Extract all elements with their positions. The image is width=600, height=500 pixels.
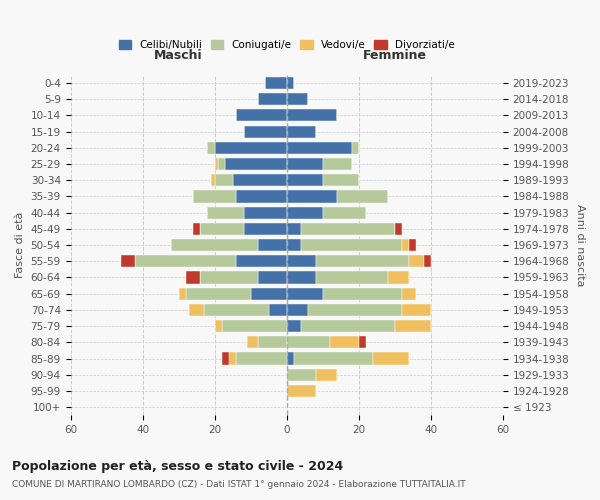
Bar xyxy=(190,304,204,316)
Bar xyxy=(211,174,215,186)
Bar xyxy=(244,206,287,218)
Bar xyxy=(287,174,323,186)
Bar xyxy=(287,368,316,381)
Bar xyxy=(186,272,200,283)
Bar xyxy=(352,142,359,154)
Bar xyxy=(121,255,136,268)
Bar xyxy=(244,126,287,138)
Bar xyxy=(287,93,308,105)
Bar xyxy=(301,239,402,251)
Bar xyxy=(258,239,287,251)
Bar xyxy=(136,255,236,268)
Bar xyxy=(287,336,330,348)
Bar xyxy=(287,288,323,300)
Bar xyxy=(337,190,388,202)
Bar xyxy=(247,336,258,348)
Bar xyxy=(208,206,244,218)
Bar xyxy=(409,255,424,268)
Bar xyxy=(287,272,316,283)
Bar xyxy=(402,304,431,316)
Bar xyxy=(193,223,200,235)
Bar xyxy=(215,320,222,332)
Bar xyxy=(179,288,186,300)
Bar xyxy=(330,336,359,348)
Bar xyxy=(323,206,366,218)
Text: Femmine: Femmine xyxy=(363,49,427,62)
Bar xyxy=(287,142,352,154)
Bar xyxy=(323,158,352,170)
Y-axis label: Anni di nascita: Anni di nascita xyxy=(575,204,585,286)
Bar xyxy=(229,352,236,364)
Bar xyxy=(287,158,323,170)
Bar xyxy=(233,174,287,186)
Bar xyxy=(287,77,294,89)
Bar xyxy=(316,272,388,283)
Bar xyxy=(287,110,337,122)
Bar xyxy=(388,272,409,283)
Bar xyxy=(395,223,402,235)
Bar xyxy=(236,190,287,202)
Bar xyxy=(222,320,287,332)
Bar xyxy=(294,352,373,364)
Bar xyxy=(424,255,431,268)
Bar xyxy=(301,223,395,235)
Bar xyxy=(244,223,287,235)
Bar xyxy=(287,385,316,397)
Y-axis label: Fasce di età: Fasce di età xyxy=(15,212,25,278)
Bar xyxy=(323,288,402,300)
Bar xyxy=(208,142,215,154)
Bar xyxy=(218,158,226,170)
Bar xyxy=(301,320,395,332)
Bar xyxy=(308,304,402,316)
Bar xyxy=(373,352,409,364)
Bar xyxy=(200,272,258,283)
Bar xyxy=(287,352,294,364)
Bar xyxy=(287,126,316,138)
Bar xyxy=(258,336,287,348)
Bar xyxy=(200,223,244,235)
Bar xyxy=(265,77,287,89)
Bar xyxy=(226,158,287,170)
Bar xyxy=(236,255,287,268)
Bar xyxy=(409,239,416,251)
Bar xyxy=(323,174,359,186)
Bar xyxy=(269,304,287,316)
Text: COMUNE DI MARTIRANO LOMBARDO (CZ) - Dati ISTAT 1° gennaio 2024 - Elaborazione TU: COMUNE DI MARTIRANO LOMBARDO (CZ) - Dati… xyxy=(12,480,466,489)
Bar xyxy=(287,223,301,235)
Bar xyxy=(316,368,337,381)
Bar xyxy=(186,288,251,300)
Bar xyxy=(215,174,233,186)
Bar xyxy=(258,272,287,283)
Text: Popolazione per età, sesso e stato civile - 2024: Popolazione per età, sesso e stato civil… xyxy=(12,460,343,473)
Bar xyxy=(316,255,409,268)
Bar xyxy=(236,110,287,122)
Text: Maschi: Maschi xyxy=(154,49,203,62)
Bar xyxy=(193,190,236,202)
Bar xyxy=(251,288,287,300)
Bar xyxy=(215,158,218,170)
Bar xyxy=(204,304,269,316)
Bar xyxy=(287,255,316,268)
Bar xyxy=(395,320,431,332)
Bar xyxy=(402,239,409,251)
Bar xyxy=(402,288,416,300)
Bar xyxy=(236,352,287,364)
Bar xyxy=(359,336,366,348)
Bar xyxy=(172,239,258,251)
Bar xyxy=(287,239,301,251)
Bar xyxy=(215,142,287,154)
Bar xyxy=(287,206,323,218)
Legend: Celibi/Nubili, Coniugati/e, Vedovi/e, Divorziati/e: Celibi/Nubili, Coniugati/e, Vedovi/e, Di… xyxy=(115,36,459,54)
Bar xyxy=(287,304,308,316)
Bar xyxy=(287,320,301,332)
Bar xyxy=(287,190,337,202)
Bar xyxy=(258,93,287,105)
Bar xyxy=(222,352,229,364)
